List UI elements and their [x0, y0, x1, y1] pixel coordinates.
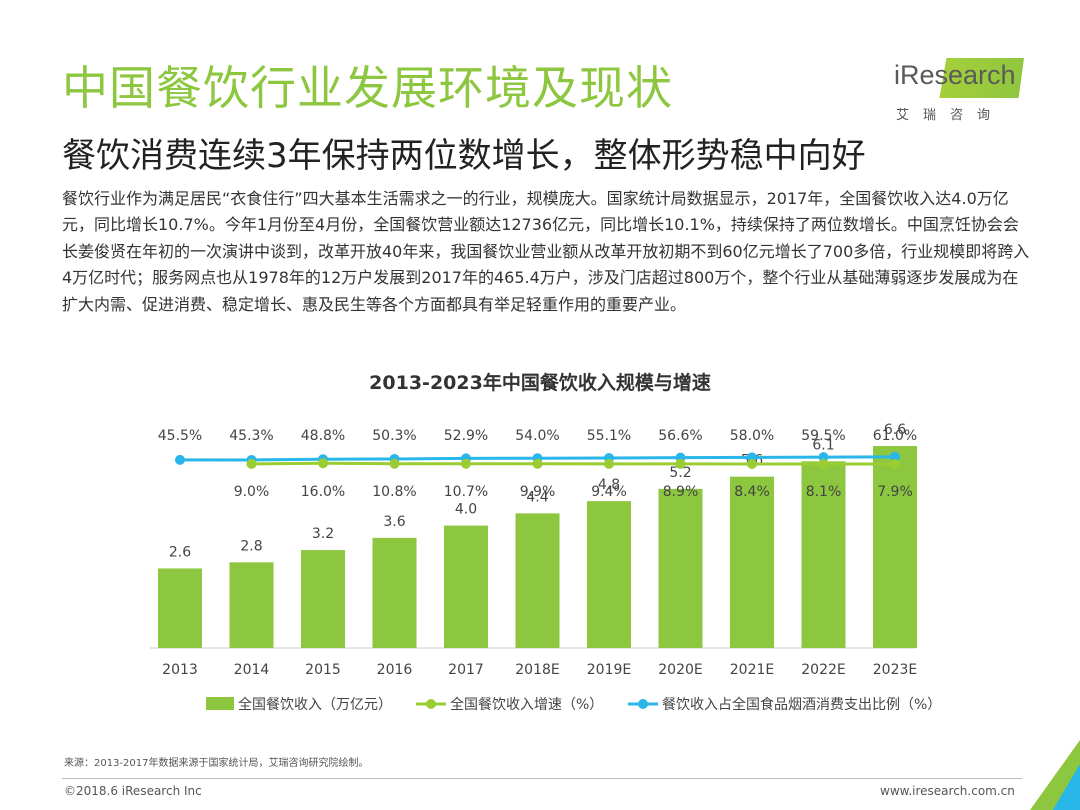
share-point	[818, 452, 829, 463]
share-point-label: 54.0%	[515, 428, 559, 444]
share-point-label: 45.3%	[229, 428, 273, 444]
share-point	[175, 454, 185, 465]
legend-marker-share	[638, 699, 648, 709]
growth-point	[818, 458, 829, 469]
legend-marker-growth	[426, 699, 436, 709]
logo-text: iResearch	[894, 60, 1016, 90]
revenue-bar-label: 2.8	[240, 538, 262, 554]
revenue-bar	[587, 501, 631, 648]
share-point-label: 58.0%	[730, 428, 774, 444]
x-tick-label: 2023E	[873, 662, 917, 678]
revenue-bar	[444, 525, 488, 648]
growth-point-label: 10.8%	[372, 484, 416, 500]
growth-point	[318, 458, 328, 469]
growth-point-label: 9.0%	[234, 484, 270, 500]
revenue-bar	[372, 537, 417, 648]
growth-point	[675, 458, 686, 469]
revenue-bar	[515, 513, 560, 648]
footer-copyright: ©2018.6 iResearch Inc	[64, 784, 202, 798]
revenue-bar-label: 2.6	[169, 544, 191, 560]
share-point	[890, 451, 900, 462]
revenue-bar-label: 3.2	[312, 526, 334, 542]
growth-point	[604, 458, 614, 469]
x-tick-label: 2014	[234, 662, 270, 678]
logo-subtext: 艾瑞咨询	[896, 108, 1005, 123]
growth-point-label: 10.7%	[444, 484, 488, 500]
growth-point	[461, 458, 471, 469]
x-tick-label: 2018E	[515, 662, 559, 678]
growth-point	[246, 458, 257, 469]
growth-line	[251, 461, 896, 466]
share-point-label: 52.9%	[444, 428, 488, 444]
share-point-label: 56.6%	[658, 428, 702, 444]
growth-point	[389, 458, 400, 469]
page-subtitle: 餐饮消费连续3年保持两位数增长，整体形势稳中向好	[62, 136, 866, 176]
growth-point-label: 8.4%	[734, 484, 770, 500]
x-tick-label: 2016	[377, 662, 413, 678]
revenue-bar-label: 6.6	[884, 422, 906, 438]
revenue-bar	[229, 562, 274, 648]
revenue-growth-chart: 2.6 2013 2.8 2014 3.2 2015 3.6 2016 4.0 2017 4.4 20…	[150, 422, 941, 713]
revenue-bar-label: 4.4	[526, 489, 548, 505]
page-title: 中国餐饮行业发展环境及现状	[62, 61, 673, 115]
footer-divider	[62, 778, 1022, 779]
growth-point-label: 16.0%	[301, 484, 345, 500]
revenue-bar-label: 4.8	[598, 477, 620, 493]
body-paragraph: 餐饮行业作为满足居民“衣食住行”四大基本生活需求之一的行业，规模庞大。国家统计局…	[62, 189, 1030, 314]
chart-title: 2013-2023年中国餐饮收入规模与增速	[369, 372, 711, 394]
x-tick-label: 2021E	[730, 662, 774, 678]
revenue-bar	[801, 461, 846, 648]
source-note: 来源：2013-2017年数据来源于国家统计局，艾瑞咨询研究院绘制。	[64, 758, 369, 769]
legend-swatch-revenue	[206, 697, 234, 710]
growth-point-label: 9.9%	[520, 484, 556, 500]
growth-point	[890, 459, 900, 470]
revenue-bar	[301, 550, 345, 648]
footer-url: www.iresearch.com.cn	[880, 784, 1015, 798]
share-point-label: 45.5%	[158, 428, 202, 444]
revenue-bar	[658, 488, 703, 648]
share-point-label: 50.3%	[372, 428, 416, 444]
x-tick-label: 2022E	[801, 662, 845, 678]
revenue-bar-label: 6.1	[812, 437, 834, 453]
x-tick-label: 2019E	[587, 662, 631, 678]
share-point-label: 48.8%	[301, 428, 345, 444]
revenue-bar	[730, 476, 774, 648]
growth-point-label: 8.9%	[663, 484, 699, 500]
share-point-label: 61.0%	[873, 428, 917, 444]
x-tick-label: 2015	[305, 662, 341, 678]
legend-label-growth: 全国餐饮收入增速（%）	[450, 696, 603, 713]
x-tick-label: 2013	[162, 662, 198, 678]
revenue-bar-label: 3.6	[383, 514, 405, 530]
growth-point-label: 9.4%	[591, 484, 627, 500]
x-tick-label: 2020E	[658, 662, 702, 678]
revenue-bar	[158, 568, 202, 648]
revenue-bar-label: 5.2	[669, 465, 691, 481]
share-point-label: 59.5%	[801, 428, 845, 444]
legend-label-revenue: 全国餐饮收入（万亿元）	[238, 696, 392, 713]
revenue-bar	[873, 446, 917, 648]
x-tick-label: 2017	[448, 662, 484, 678]
growth-point	[532, 458, 543, 469]
growth-point	[747, 458, 757, 469]
revenue-bar-label: 4.0	[455, 502, 477, 518]
legend-label-share: 餐饮收入占全国食品烟酒消费支出比例（%）	[662, 696, 941, 713]
share-point-label: 55.1%	[587, 428, 631, 444]
logo-badge	[890, 58, 1024, 98]
growth-point-label: 8.1%	[806, 484, 842, 500]
growth-point-label: 7.9%	[877, 484, 913, 500]
iresearch-logo: iResearch 艾瑞咨询	[890, 58, 1030, 128]
